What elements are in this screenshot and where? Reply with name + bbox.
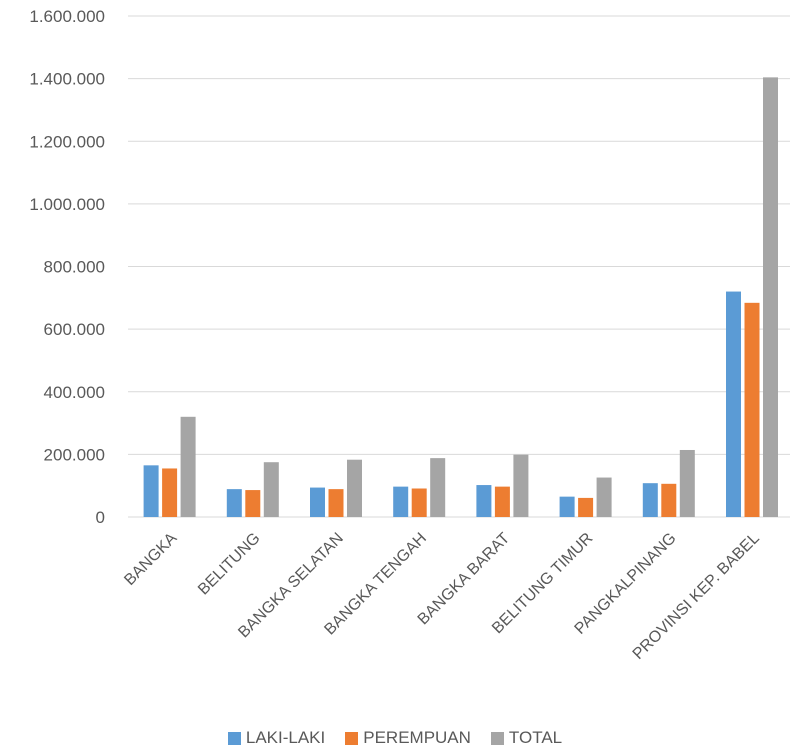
bar-chart: 0 200.000 400.000 600.000 800.000 1.000.000 1.… — [29, 7, 790, 663]
legend-swatch — [227, 731, 241, 745]
x-category-label: BANGKA BARAT — [415, 530, 514, 629]
gridlines — [128, 15, 790, 518]
y-tick-label: 800.000 — [44, 258, 105, 277]
bar-laki-laki — [226, 489, 242, 517]
bar-perempuan — [245, 490, 261, 517]
legend: LAKI-LAKI PEREMPUAN TOTAL — [0, 728, 790, 748]
legend-swatch — [490, 731, 504, 745]
bar-laki-laki — [726, 291, 741, 517]
y-tick-label: 1.400.000 — [29, 70, 105, 89]
legend-label: TOTAL — [508, 728, 563, 747]
y-tick-label: 200.000 — [44, 445, 105, 464]
y-tick-label: 1.600.000 — [29, 7, 105, 26]
legend-item: LAKI-LAKI — [227, 728, 326, 748]
bar-perempuan — [162, 468, 178, 517]
bars — [143, 77, 778, 517]
bar-laki-laki — [476, 485, 492, 517]
bar-total — [596, 477, 612, 517]
bar-total — [430, 458, 446, 517]
bar-perempuan — [494, 486, 510, 517]
bar-laki-laki — [559, 496, 575, 517]
bar-perempuan — [578, 497, 594, 517]
y-tick-label: 0 — [96, 508, 105, 527]
x-category-label: BELITUNG — [195, 530, 264, 599]
bar-total — [679, 449, 695, 517]
legend-label: PEREMPUAN — [363, 728, 471, 747]
x-category-label: BANGKA — [121, 530, 180, 589]
bar-laki-laki — [310, 487, 325, 517]
bar-laki-laki — [393, 486, 409, 517]
y-axis: 0 200.000 400.000 600.000 800.000 1.000.000 1.… — [29, 7, 105, 527]
legend-item: TOTAL — [490, 728, 563, 748]
bar-total — [180, 416, 196, 517]
bar-total — [263, 462, 279, 517]
legend-swatch — [345, 731, 359, 745]
y-tick-label: 1.000.000 — [29, 195, 105, 214]
bar-perempuan — [661, 483, 677, 517]
legend-label: LAKI-LAKI — [245, 728, 326, 747]
y-tick-label: 600.000 — [44, 320, 105, 339]
bar-perempuan — [328, 489, 344, 517]
bar-perempuan — [744, 302, 760, 517]
legend-item: PEREMPUAN — [345, 728, 471, 748]
y-tick-label: 1.200.000 — [29, 132, 105, 151]
bar-laki-laki — [642, 483, 658, 517]
bar-total — [513, 454, 529, 517]
y-tick-label: 400.000 — [44, 383, 105, 402]
bar-total — [347, 459, 362, 517]
bar-laki-laki — [143, 465, 159, 517]
bar-total — [763, 77, 778, 517]
bar-perempuan — [411, 488, 427, 517]
